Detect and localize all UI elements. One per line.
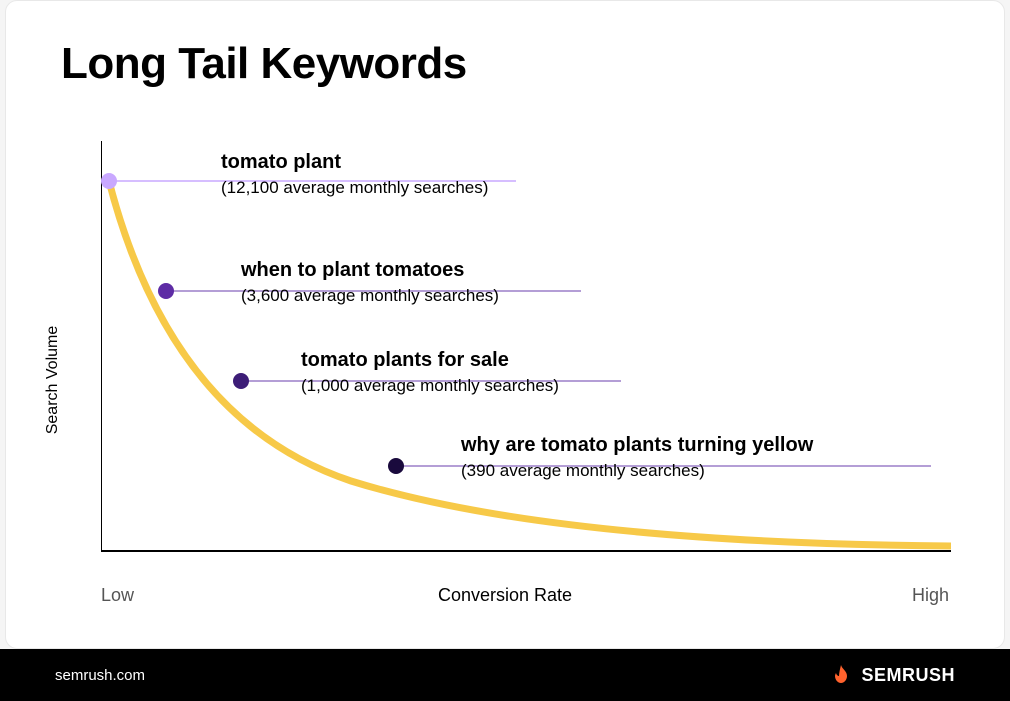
chart-area: Search Volume tomato plant(12,100 averag… [61, 141, 949, 618]
volume-label: (3,600 average monthly searches) [241, 286, 499, 306]
keyword-annotation: tomato plant (12,100 average monthly sear… [221, 151, 488, 198]
x-axis-low-label: Low [101, 585, 134, 606]
keyword-label: tomato plant [221, 151, 488, 174]
data-point [101, 173, 117, 189]
keyword-annotation: when to plant tomatoes (3,600 average mon… [241, 259, 499, 306]
volume-label: (12,100 average monthly searches) [221, 178, 488, 198]
keyword-label: when to plant tomatoes [241, 259, 499, 282]
data-point [233, 373, 249, 389]
footer-url: semrush.com [55, 667, 145, 684]
page-title: Long Tail Keywords [61, 39, 467, 89]
x-axis-high-label: High [912, 585, 949, 606]
keyword-annotation: tomato plants for sale (1,000 average mon… [301, 349, 559, 396]
leader-lines-group [109, 181, 931, 466]
x-axis-label: Conversion Rate [438, 585, 572, 606]
infographic-card: Long Tail Keywords Search Volume tomato … [5, 0, 1005, 649]
brand-text: SEMRUSH [861, 665, 955, 686]
flame-icon [829, 663, 853, 687]
volume-label: (1,000 average monthly searches) [301, 376, 559, 396]
keyword-label: why are tomato plants turning yellow [461, 434, 813, 457]
data-point [388, 458, 404, 474]
volume-label: (390 average monthly searches) [461, 461, 813, 481]
brand-logo: SEMRUSH [829, 663, 955, 687]
data-point [158, 283, 174, 299]
keyword-label: tomato plants for sale [301, 349, 559, 372]
keyword-annotation: why are tomato plants turning yellow (390… [461, 434, 813, 481]
footer-bar: semrush.com SEMRUSH [0, 649, 1010, 701]
y-axis-label: Search Volume [44, 325, 62, 434]
